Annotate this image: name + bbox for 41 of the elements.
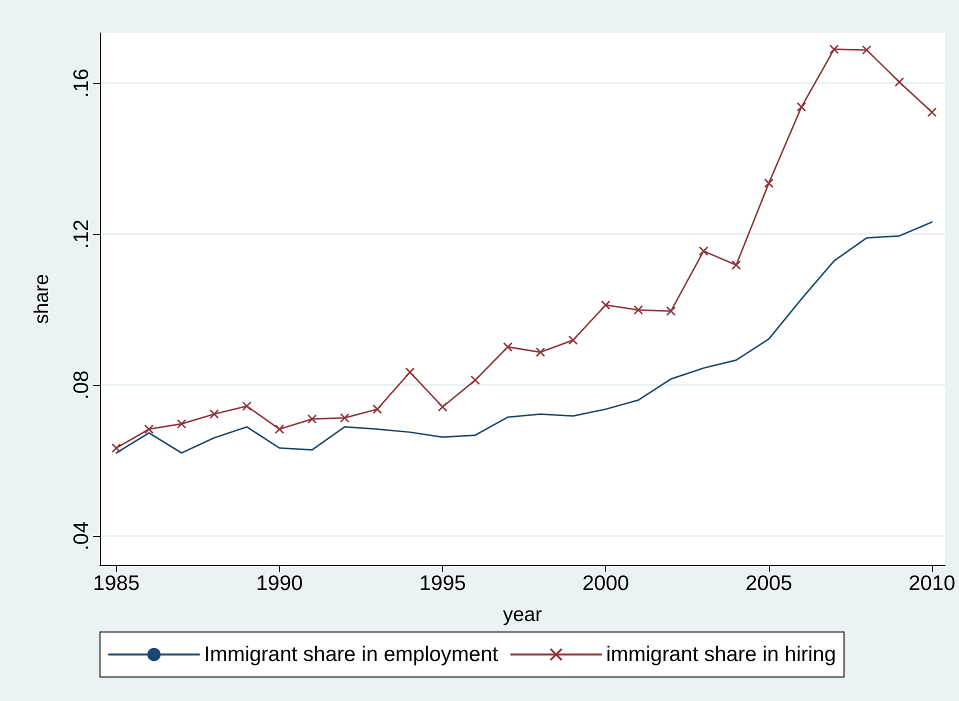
legend-label: Immigrant share in employment [204,643,498,666]
point [242,401,252,411]
point [405,367,415,377]
point [698,246,708,256]
x-tick-label: 1990 [256,572,303,595]
legend-label: immigrant share in hiring [606,643,836,666]
point [568,335,578,345]
line-series [116,221,933,454]
point [470,375,480,385]
y-tick-label: .16 [70,68,93,98]
x-tick-label: 2010 [908,572,956,595]
point [600,300,610,310]
point [634,305,644,315]
y-tick-label: .08 [70,370,93,400]
x-axis-title: year [503,604,542,626]
point [144,424,154,434]
point [862,45,872,55]
point [372,404,382,414]
point [927,107,937,117]
point [176,419,186,429]
point [796,102,806,112]
point [438,402,448,412]
point [731,260,741,270]
x-tick-label: 2000 [582,572,630,595]
point [503,342,513,352]
y-axis-title: share [31,274,53,324]
point [764,178,774,188]
x-tick-label: 1995 [419,572,466,595]
point [829,44,839,54]
point [666,306,676,316]
x-tick-label: 1985 [92,572,140,595]
point [536,347,546,357]
y-tick-label: .12 [70,220,93,249]
y-tick-label: .04 [70,521,93,551]
point [340,413,350,423]
point [274,424,284,434]
point [894,77,904,87]
point [209,409,219,419]
point [112,443,122,453]
x-tick-label: 2005 [745,572,792,595]
point [307,414,317,424]
